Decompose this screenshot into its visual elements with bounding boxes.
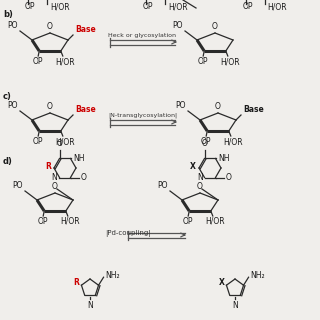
Text: O: O <box>81 173 86 182</box>
Text: Base: Base <box>75 25 96 34</box>
Text: Base: Base <box>75 105 96 114</box>
Text: O: O <box>47 102 53 111</box>
Text: O: O <box>226 173 231 182</box>
Text: H/OR: H/OR <box>267 2 287 11</box>
Text: NH: NH <box>219 154 230 163</box>
Text: OP: OP <box>25 2 35 11</box>
Text: OP: OP <box>33 137 44 146</box>
Text: c): c) <box>3 92 12 101</box>
Text: PO: PO <box>157 181 168 190</box>
Text: O: O <box>212 22 218 31</box>
Text: X: X <box>219 278 224 287</box>
Text: PO: PO <box>172 21 183 30</box>
Text: OP: OP <box>38 217 48 226</box>
Text: PO: PO <box>7 101 18 110</box>
Text: OP: OP <box>201 137 212 146</box>
Text: H/OR: H/OR <box>223 137 243 146</box>
Text: PO: PO <box>7 21 18 30</box>
Text: O: O <box>47 22 53 31</box>
Text: Heck or glycosylation: Heck or glycosylation <box>108 33 177 37</box>
Text: H/OR: H/OR <box>205 217 225 226</box>
Text: PO: PO <box>12 181 23 190</box>
Text: d): d) <box>3 157 13 166</box>
Text: H/OR: H/OR <box>50 2 70 11</box>
Text: H/OR: H/OR <box>55 57 75 66</box>
Text: OP: OP <box>183 217 194 226</box>
Text: b): b) <box>3 10 13 19</box>
Text: Base: Base <box>243 105 264 114</box>
Text: X: X <box>190 162 196 171</box>
Text: NH₂: NH₂ <box>251 271 265 280</box>
Text: |Pd-coupling|: |Pd-coupling| <box>105 230 151 237</box>
Text: NH: NH <box>74 154 85 163</box>
Text: H/OR: H/OR <box>60 217 80 226</box>
Text: OP: OP <box>143 2 153 11</box>
Text: O: O <box>57 140 62 148</box>
Text: OP: OP <box>33 57 44 66</box>
Text: N: N <box>197 173 203 182</box>
Text: PO: PO <box>175 101 186 110</box>
Text: N: N <box>232 301 238 310</box>
Text: R: R <box>45 162 51 171</box>
Text: H/OR: H/OR <box>168 2 188 11</box>
Text: O: O <box>202 140 207 148</box>
Text: H/OR: H/OR <box>220 57 240 66</box>
Text: OP: OP <box>198 57 208 66</box>
Text: N: N <box>87 301 93 310</box>
Text: O: O <box>52 182 58 191</box>
Text: O: O <box>197 182 203 191</box>
Text: O: O <box>215 102 221 111</box>
Text: H/OR: H/OR <box>55 137 75 146</box>
Text: |N-transglycosylation|: |N-transglycosylation| <box>108 112 177 117</box>
Text: N: N <box>52 173 58 182</box>
Text: R: R <box>74 278 79 287</box>
Text: NH₂: NH₂ <box>106 271 120 280</box>
Text: OP: OP <box>243 2 253 11</box>
